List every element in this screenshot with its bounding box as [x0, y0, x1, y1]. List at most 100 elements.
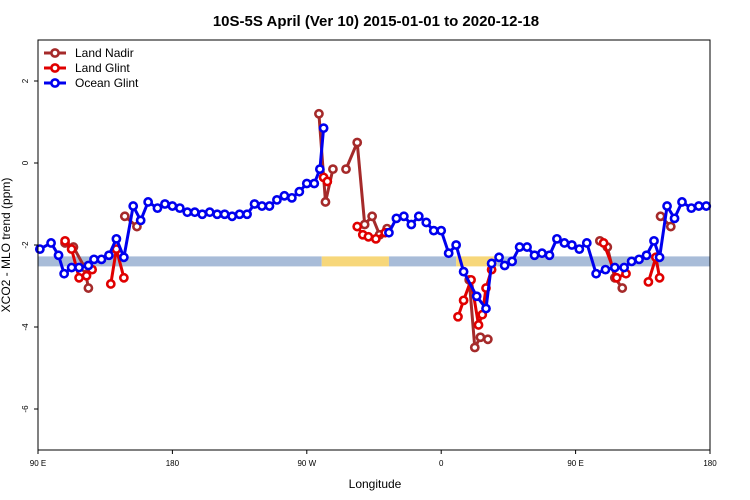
data-point — [367, 211, 378, 222]
data-point — [453, 311, 463, 322]
y-tick-label: 2 — [21, 78, 30, 83]
data-point — [391, 213, 402, 224]
data-point — [118, 252, 129, 263]
chart-title: 10S-5S April (Ver 10) 2015-01-01 to 2020… — [213, 13, 539, 30]
data-point — [617, 283, 628, 293]
band-segment-ocean — [388, 256, 457, 267]
y-tick-label: -6 — [21, 405, 30, 413]
legend-marker — [50, 63, 60, 73]
data-point — [514, 242, 525, 252]
data-point — [609, 262, 620, 273]
data-point — [507, 256, 518, 267]
data-point — [60, 235, 70, 246]
band-segment-ocean — [497, 256, 710, 267]
data-point — [160, 199, 170, 209]
data-point — [174, 203, 185, 213]
data-point — [105, 279, 116, 289]
data-point — [428, 225, 439, 236]
x-tick-label: 90 E — [30, 459, 46, 468]
data-point — [665, 221, 676, 232]
band-segment-land — [456, 256, 498, 267]
data-point — [611, 272, 622, 283]
y-axis-label: XCO2 - MLO trend (ppm) — [0, 178, 13, 313]
data-point — [328, 164, 338, 175]
data-point — [301, 178, 312, 189]
y-tick-label: -2 — [21, 241, 30, 249]
data-point — [581, 238, 592, 248]
data-point — [143, 197, 154, 207]
data-point — [272, 194, 282, 205]
data-point — [59, 268, 70, 279]
data-point — [74, 262, 84, 273]
data-point — [119, 211, 130, 222]
data-point — [249, 199, 260, 209]
data-point — [104, 250, 114, 261]
data-point — [413, 211, 424, 222]
x-tick-label: 0 — [439, 459, 444, 468]
data-point — [626, 256, 637, 267]
data-point — [83, 283, 94, 293]
data-point — [494, 252, 504, 263]
series-land-nadir — [60, 108, 676, 353]
data-point — [81, 270, 92, 281]
data-point — [499, 260, 510, 271]
data-point — [669, 213, 680, 224]
data-point — [341, 164, 351, 175]
x-tick-label: 90 W — [297, 459, 316, 468]
data-point — [118, 272, 129, 283]
data-point — [481, 303, 491, 314]
data-point — [182, 207, 193, 218]
data-point — [322, 176, 333, 187]
data-point — [598, 238, 609, 248]
data-point — [279, 190, 290, 201]
data-point — [529, 250, 540, 261]
data-point — [552, 233, 562, 244]
data-point — [384, 227, 394, 238]
legend-item: Land Nadir — [44, 46, 134, 60]
data-point — [74, 272, 84, 283]
data-point — [574, 244, 585, 254]
y-tick-label: 0 — [21, 160, 30, 165]
series-ocean-glint — [34, 123, 712, 314]
data-point — [686, 203, 697, 213]
data-point — [436, 225, 447, 236]
data-point — [451, 240, 462, 250]
band-segment-land — [321, 256, 389, 267]
data-point — [701, 201, 712, 211]
data-point — [359, 219, 370, 230]
data-point — [352, 221, 363, 232]
data-point — [559, 238, 570, 248]
data-point — [643, 276, 654, 287]
data-point — [34, 244, 45, 254]
data-point — [318, 123, 329, 134]
data-point — [471, 291, 482, 302]
data-point — [264, 201, 275, 211]
data-point — [204, 207, 215, 218]
axes: 90 E 180 90 W 0 90 E 180 2 0 -2 -4 -6 — [21, 78, 717, 468]
data-point — [286, 192, 297, 203]
data-point — [522, 242, 532, 252]
data-point — [458, 266, 469, 277]
band-segment-ocean — [38, 256, 322, 267]
x-axis-label: Longitude — [349, 477, 402, 491]
data-point — [486, 258, 497, 269]
data-point — [398, 211, 409, 222]
data-point — [212, 209, 223, 220]
data-point — [544, 250, 555, 261]
legend-item: Ocean Glint — [44, 76, 139, 90]
data-point — [677, 197, 687, 207]
data-point — [654, 252, 665, 263]
y-tick-label: -4 — [21, 323, 30, 331]
data-point — [46, 238, 56, 248]
data-point — [314, 164, 325, 175]
data-point — [167, 201, 178, 211]
data-point — [566, 240, 577, 250]
data-point — [189, 207, 200, 218]
legend-label: Ocean Glint — [75, 76, 139, 90]
data-point — [363, 231, 374, 242]
data-point — [662, 201, 672, 211]
data-point — [469, 342, 480, 353]
data-point — [421, 217, 432, 228]
x-tick-label: 90 E — [567, 459, 583, 468]
data-point — [600, 264, 611, 275]
